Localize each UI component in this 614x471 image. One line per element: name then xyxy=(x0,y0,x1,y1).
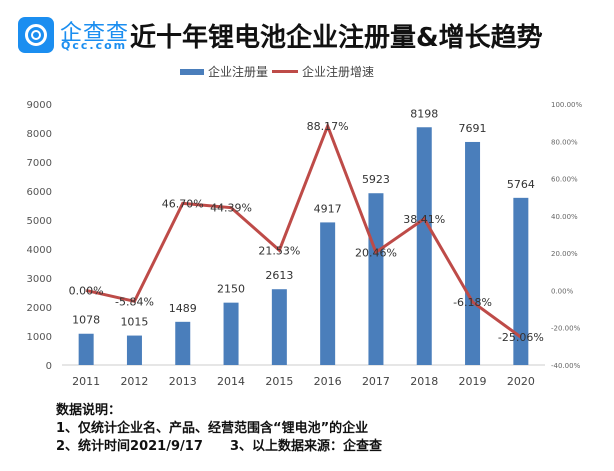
x-tick-label: 2015 xyxy=(265,375,293,388)
bar xyxy=(271,289,287,365)
left-tick-label: 4000 xyxy=(27,245,52,256)
bar-data-label: 1078 xyxy=(72,314,100,327)
x-tick-label: 2018 xyxy=(410,375,438,388)
line-data-label: 88.17% xyxy=(307,120,349,133)
legend-bar-label: 企业注册量 xyxy=(208,65,269,79)
line-data-label: 38.41% xyxy=(403,213,445,226)
bar xyxy=(513,197,529,365)
left-tick-label: 9000 xyxy=(27,100,52,111)
bar xyxy=(126,335,142,365)
bar xyxy=(320,222,336,365)
right-tick-label: 40.00% xyxy=(551,213,578,221)
chart-title: 近十年锂电池企业注册量&增长趋势 xyxy=(130,23,543,53)
bar xyxy=(175,321,191,365)
bar xyxy=(223,302,239,365)
legend-line-label: 企业注册增速 xyxy=(302,65,375,79)
notes-heading: 数据说明： xyxy=(56,403,122,418)
brand-domain: Qcc.com xyxy=(61,39,128,52)
x-tick-label: 2011 xyxy=(72,375,100,388)
bar xyxy=(368,193,384,365)
plot-area: 0 1000 2000 3000 4000 5000 6000 7000 8000 9000 -40… xyxy=(27,100,583,388)
legend: 企业注册量 企业注册增速 xyxy=(180,63,374,80)
left-tick-label: 6000 xyxy=(27,187,52,198)
x-tick-label: 2020 xyxy=(507,375,535,388)
bar-data-label: 2613 xyxy=(265,269,293,282)
legend-bar-swatch xyxy=(180,68,204,75)
x-tick-label: 2016 xyxy=(314,375,342,388)
bar-data-label: 1015 xyxy=(120,316,148,329)
left-tick-label: 5000 xyxy=(27,216,52,227)
x-tick-label: 2012 xyxy=(120,375,148,388)
bar-data-label: 5764 xyxy=(507,178,535,191)
bar-data-label: 5923 xyxy=(362,173,390,186)
x-tick-label: 2014 xyxy=(217,375,245,388)
x-tick-label: 2013 xyxy=(169,375,197,388)
right-tick-label: -40.00% xyxy=(551,362,581,370)
left-tick-label: 2000 xyxy=(27,303,52,314)
right-tick-label: 20.00% xyxy=(551,250,578,258)
line-data-label: 20.46% xyxy=(355,246,397,259)
line-data-label: 21.53% xyxy=(258,244,300,257)
left-tick-label: 1000 xyxy=(27,332,52,343)
bar-data-label: 8198 xyxy=(410,107,438,120)
right-tick-label: -20.00% xyxy=(551,325,581,333)
notes-line-1: 1、仅统计企业名、产品、经营范围含“锂电池”的企业 xyxy=(56,421,369,436)
line-data-label: 0.00% xyxy=(69,284,104,297)
line-data-label: -5.84% xyxy=(115,295,154,308)
left-tick-label: 8000 xyxy=(27,129,52,140)
line-data-label: 44.39% xyxy=(210,202,252,215)
legend-line-swatch xyxy=(272,70,299,73)
x-tick-label: 2019 xyxy=(459,375,487,388)
line-data-label: 46.70% xyxy=(162,197,204,210)
growth-line xyxy=(85,121,522,339)
left-tick-label: 0 xyxy=(46,361,52,372)
bar-data-label: 7691 xyxy=(459,122,487,135)
right-tick-label: 60.00% xyxy=(551,176,578,184)
qcc-logo-icon xyxy=(18,17,54,53)
brand-name: 企查查 xyxy=(60,21,130,46)
right-tick-label: 80.00% xyxy=(551,138,578,146)
right-tick-label: 100.00% xyxy=(551,101,582,109)
x-tick-label: 2017 xyxy=(362,375,390,388)
bar-data-label: 1489 xyxy=(169,302,197,315)
bar xyxy=(465,141,481,365)
bar xyxy=(416,127,432,366)
right-tick-label: 0.00% xyxy=(551,287,574,295)
bar-data-label: 4917 xyxy=(314,202,342,215)
bar xyxy=(78,333,94,365)
line-data-label: -6.18% xyxy=(453,296,492,309)
left-tick-label: 3000 xyxy=(27,274,52,285)
line-data-label: -25.06% xyxy=(498,331,544,344)
notes-line-2: 2、统计时间2021/9/17 3、以上数据来源：企查查 xyxy=(56,439,383,454)
left-tick-label: 7000 xyxy=(27,158,52,169)
bar-data-label: 2150 xyxy=(217,283,245,296)
